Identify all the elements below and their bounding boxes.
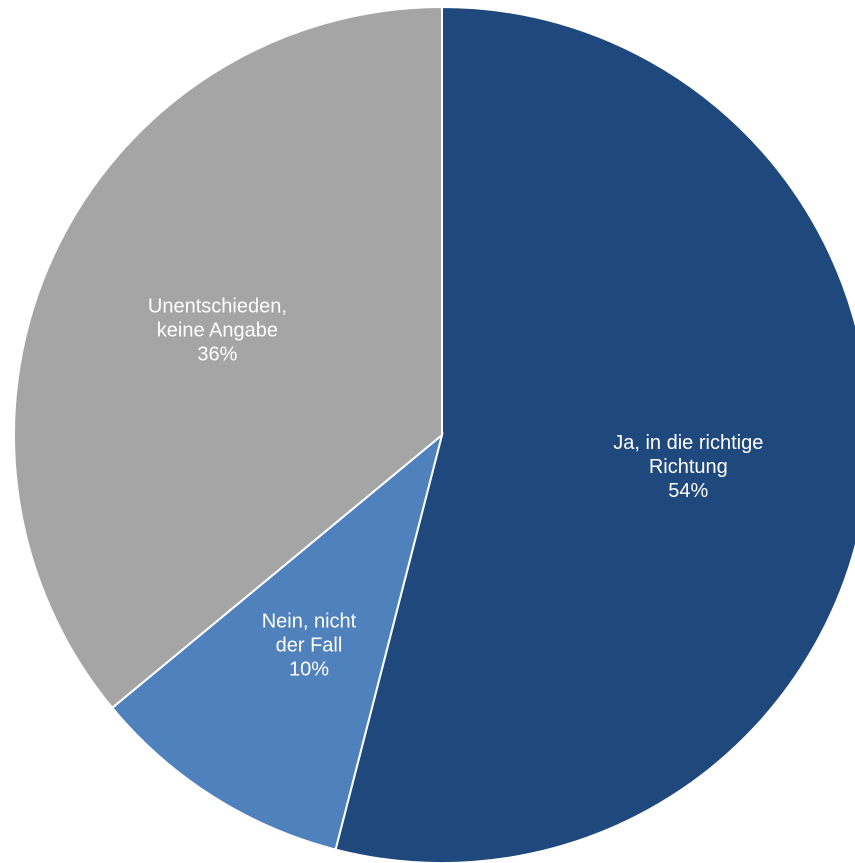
slice-label-line: Unentschieden,: [148, 295, 287, 317]
slice-percent-label: 10%: [289, 659, 329, 681]
slice-data-label-1: Nein, nicht der Fall 10%: [262, 611, 357, 681]
slices-layer: [13, 5, 855, 863]
pie-slice-0: [334, 5, 855, 863]
slice-percent-label: 54%: [668, 480, 708, 502]
slice-label-line: Ja, in die richtige: [613, 432, 763, 454]
slice-data-label-2: Unentschieden, keine Angabe 36%: [148, 295, 287, 365]
slice-data-label-0: Ja, in die richtige Richtung 54%: [613, 432, 763, 502]
pie-slice-2: [13, 5, 443, 710]
labels-layer: Ja, in die richtige Richtung 54% Nein, nich…: [148, 295, 763, 680]
slice-percent-label: 36%: [197, 343, 237, 365]
pie-slice-1: [110, 432, 444, 851]
slice-label-line: keine Angabe: [157, 319, 278, 341]
slice-label-line: der Fall: [276, 635, 343, 657]
slice-label-line: Richtung: [649, 456, 728, 478]
slice-label-line: Nein, nicht: [262, 611, 357, 633]
